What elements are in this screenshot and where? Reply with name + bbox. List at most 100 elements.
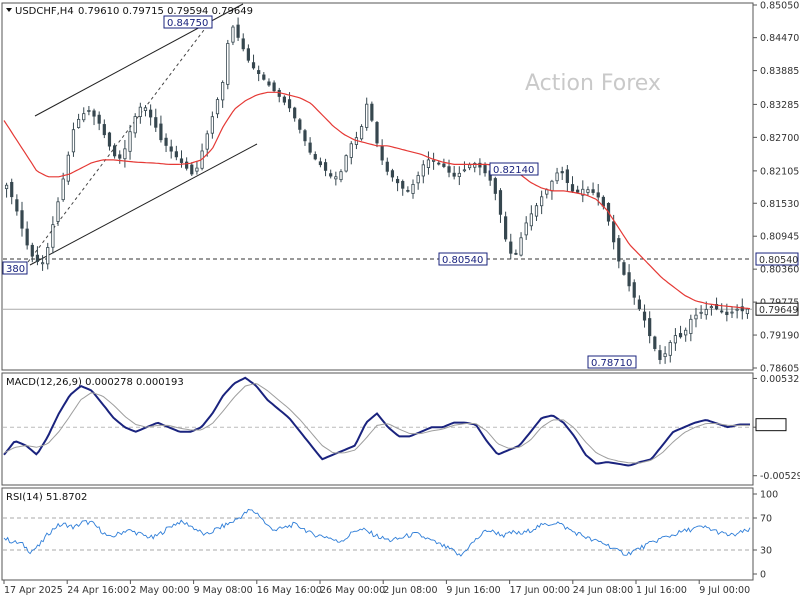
candle-body bbox=[56, 201, 60, 222]
candle-body bbox=[257, 70, 261, 75]
price-ytick-label: 0.79190 bbox=[760, 331, 799, 342]
price-box-label: 0.79649 bbox=[759, 305, 798, 316]
macd-title: MACD(12,26,9) 0.000278 0.000193 bbox=[6, 377, 184, 388]
candle-body bbox=[349, 143, 353, 158]
candle-body bbox=[704, 309, 708, 316]
candle-body bbox=[25, 228, 29, 246]
xtick-label: 9 Jul 00:00 bbox=[699, 585, 750, 596]
candle-body bbox=[735, 308, 739, 311]
candle-body bbox=[236, 24, 240, 38]
candle-body bbox=[71, 129, 76, 153]
candle-body bbox=[303, 130, 307, 142]
candle-body bbox=[632, 282, 636, 298]
candle-body bbox=[251, 62, 256, 69]
annotation-box bbox=[438, 252, 488, 266]
lower-channel-line bbox=[29, 143, 258, 266]
rsi-layer bbox=[3, 508, 752, 557]
candle-body bbox=[406, 189, 410, 192]
candle-body bbox=[483, 165, 487, 174]
price-box bbox=[755, 252, 799, 266]
candle-body bbox=[447, 166, 451, 173]
price-ytick-label: 0.81530 bbox=[760, 199, 799, 210]
annotation-box bbox=[587, 355, 637, 369]
rsi-ytick-label: 0 bbox=[760, 570, 766, 581]
candle-body bbox=[565, 169, 569, 183]
candle-body bbox=[524, 222, 528, 236]
candle-body bbox=[241, 38, 245, 50]
price-box bbox=[755, 302, 799, 316]
candle-body bbox=[452, 172, 456, 177]
candle-body bbox=[473, 163, 477, 168]
candle-body bbox=[329, 173, 333, 177]
signal-line bbox=[3, 382, 750, 464]
candle-body bbox=[642, 311, 647, 321]
candle-body bbox=[648, 318, 652, 337]
moving-average-line bbox=[3, 91, 751, 310]
candle-body bbox=[545, 189, 549, 195]
candle-body bbox=[457, 172, 461, 177]
price-ytick-label: 0.83285 bbox=[760, 100, 799, 111]
candle-body bbox=[519, 237, 523, 256]
candle-body bbox=[725, 311, 729, 316]
candle-body bbox=[149, 109, 153, 118]
candle-body bbox=[334, 176, 338, 180]
candle-body bbox=[107, 132, 112, 147]
price-layer: 0.84750 0.82140 0.80540 0.78710 380 bbox=[2, 3, 752, 369]
candle-body bbox=[231, 26, 235, 43]
candle-body bbox=[370, 103, 374, 121]
ohlc-label: 0.79610 0.79715 0.79594 0.79649 bbox=[78, 6, 253, 17]
candle-body bbox=[133, 116, 137, 134]
candle-body bbox=[293, 107, 297, 119]
candle-body bbox=[694, 314, 698, 320]
candle-body bbox=[323, 162, 328, 171]
candle-body bbox=[380, 145, 384, 161]
candle-body bbox=[431, 159, 436, 162]
candle-body bbox=[714, 304, 719, 310]
candle-body bbox=[411, 184, 415, 194]
candle-body bbox=[113, 145, 117, 157]
rsi-title: RSI(14) 51.8702 bbox=[6, 492, 87, 503]
candle-body bbox=[576, 189, 580, 193]
annotation-box bbox=[163, 15, 213, 29]
candle-body bbox=[617, 238, 621, 262]
candle-body bbox=[529, 213, 533, 227]
macd-panel-frame bbox=[1, 372, 754, 486]
candle-body bbox=[653, 336, 657, 349]
candle-body bbox=[550, 180, 554, 192]
price-ytick-label: 0.78605 bbox=[760, 364, 799, 375]
price-ytick-label: 0.80360 bbox=[760, 265, 799, 276]
rsi-ytick-label: 70 bbox=[760, 514, 772, 525]
candle-body bbox=[66, 154, 70, 182]
price-ytick-label: 0.84470 bbox=[760, 33, 799, 44]
candle-body bbox=[359, 126, 364, 140]
candle-body bbox=[740, 306, 744, 312]
candle-body bbox=[77, 118, 81, 128]
candle-body bbox=[287, 99, 292, 109]
candle-body bbox=[298, 119, 302, 130]
candle-body bbox=[272, 82, 276, 92]
dropdown-triangle-icon[interactable] bbox=[6, 8, 12, 12]
candle-body bbox=[468, 164, 472, 169]
price-ytick-label: 0.85050 bbox=[760, 1, 799, 12]
candle-body bbox=[395, 178, 400, 184]
axis-layer: 0.85050 0.84470 0.83885 0.83285 0.82700 0.821… bbox=[3, 1, 800, 596]
rsi-ytick-label: 100 bbox=[760, 490, 778, 501]
price-panel-frame bbox=[1, 2, 754, 371]
candle-body bbox=[226, 43, 230, 85]
candle-body bbox=[262, 74, 266, 80]
candle-body bbox=[426, 159, 431, 168]
candle-body bbox=[221, 82, 225, 101]
candle-body bbox=[627, 272, 631, 287]
candle-body bbox=[246, 48, 250, 61]
candle-body bbox=[195, 167, 199, 172]
candle-body bbox=[684, 329, 688, 336]
candle-body bbox=[493, 178, 497, 194]
candle-body bbox=[375, 122, 379, 144]
watermark: Action Forex bbox=[525, 71, 661, 96]
candle-body bbox=[87, 110, 91, 112]
candle-body bbox=[118, 154, 122, 159]
candle-body bbox=[40, 262, 45, 265]
annotation-box bbox=[489, 162, 539, 176]
candle-body bbox=[30, 244, 34, 257]
candle-body bbox=[622, 262, 626, 275]
